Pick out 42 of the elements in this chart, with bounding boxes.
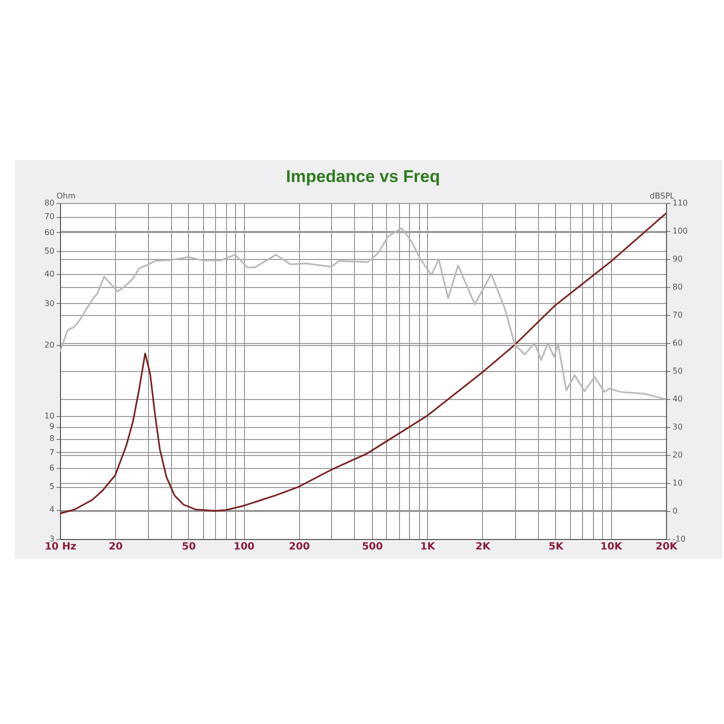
y-tick-label: 4 xyxy=(49,505,54,514)
y2-tick-label: 100 xyxy=(672,226,688,236)
y2-tick-label: 30 xyxy=(672,422,683,432)
y2-tick-label: 80 xyxy=(672,282,683,292)
y-tick-label: 80 xyxy=(44,198,54,208)
x-tick-label: 200 xyxy=(288,542,310,552)
x-tick-label: 10K xyxy=(600,542,624,552)
y2-tick-label: 70 xyxy=(672,310,683,320)
x-tick-label: 100 xyxy=(234,542,255,552)
x-tick-label: 5K xyxy=(548,542,565,552)
chart-title: Impedance vs Freq xyxy=(286,167,440,186)
y-tick-label: 10 xyxy=(44,411,54,420)
y2-tick-label: -10 xyxy=(672,534,686,544)
y2-tick-label: 20 xyxy=(672,450,683,460)
y-tick-label: 7 xyxy=(49,448,54,457)
y-tick-label: 3 xyxy=(49,534,54,544)
y2-tick-label: 110 xyxy=(672,198,688,208)
y-tick-label: 70 xyxy=(44,212,54,222)
y-tick-label: 50 xyxy=(44,246,54,256)
y2-tick-label: 10 xyxy=(672,478,683,488)
x-tick-label: 20K xyxy=(656,542,679,552)
y2-tick-label: 60 xyxy=(672,338,683,348)
x-tick-label: 10 Hz xyxy=(44,542,76,552)
y-tick-label: 30 xyxy=(44,298,54,308)
y2-tick-label: 40 xyxy=(672,394,683,404)
y-tick-label: 20 xyxy=(44,340,54,350)
y-tick-label: 8 xyxy=(49,434,54,444)
y-axis-title: Ohm xyxy=(56,192,76,200)
y-tick-label: 6 xyxy=(49,464,54,473)
y-tick-label: 60 xyxy=(44,228,54,237)
x-tick-label: 1K xyxy=(420,542,436,552)
y-tick-label: 40 xyxy=(44,269,54,278)
y2-tick-label: 50 xyxy=(672,366,683,376)
y-tick-label: 9 xyxy=(49,422,54,432)
x-tick-label: 2K xyxy=(476,542,492,552)
y2-axis-title: dBSPL xyxy=(650,192,676,200)
y-tick-label: 5 xyxy=(49,482,54,492)
x-tick-label: 20 xyxy=(108,542,123,552)
x-tick-label: 50 xyxy=(182,542,196,552)
y2-tick-label: 90 xyxy=(672,254,683,264)
y2-tick-label: 0 xyxy=(672,506,678,516)
x-tick-label: 500 xyxy=(362,542,383,552)
